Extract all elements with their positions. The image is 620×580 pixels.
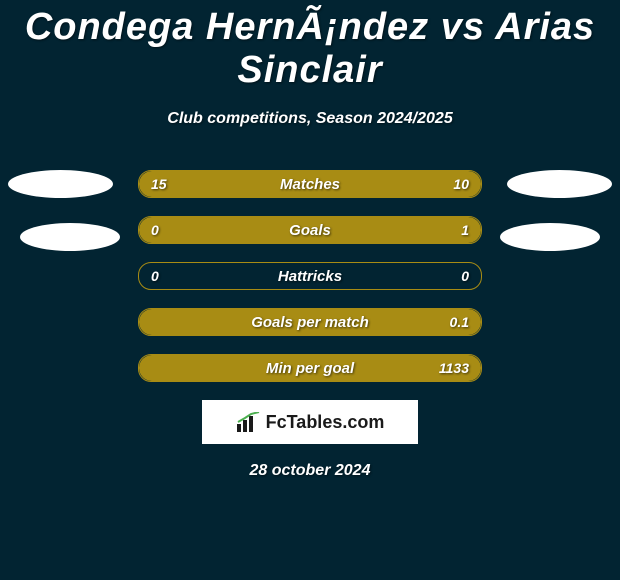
stat-bar-value-right: 0.1 (450, 309, 469, 335)
stat-bar-value-left: 0 (151, 263, 159, 289)
page-subtitle: Club competitions, Season 2024/2025 (0, 110, 620, 128)
stat-bar-value-left: 15 (151, 171, 167, 197)
stat-bar: Matches15 10 (138, 170, 482, 198)
stat-bar-value-right: 1133 (439, 355, 469, 381)
footer-brand: FcTables.com (236, 412, 385, 433)
footer-brand-text: FcTables.com (266, 412, 385, 433)
stat-bar: Hattricks0 0 (138, 262, 482, 290)
footer-brand-box: FcTables.com (202, 400, 418, 444)
player-left-photo-placeholder-2 (20, 223, 120, 251)
player-left-photo-placeholder-1 (8, 170, 113, 198)
player-right-photo-placeholder-1 (507, 170, 612, 198)
stat-bar-value-right: 1 (461, 217, 469, 243)
stat-bar-label: Matches (139, 171, 481, 197)
stat-bar: Min per goal1133 (138, 354, 482, 382)
stat-bar-value-right: 0 (461, 263, 469, 289)
date-line: 28 october 2024 (0, 462, 620, 480)
stat-bar-label: Goals per match (139, 309, 481, 335)
stat-bar: Goals per match0.1 (138, 308, 482, 336)
stat-bar-value-left: 0 (151, 217, 159, 243)
player-right-photo-placeholder-2 (500, 223, 600, 251)
stat-bar-label: Hattricks (139, 263, 481, 289)
stat-bar-label: Goals (139, 217, 481, 243)
chart-icon (236, 412, 262, 432)
stat-bar-label: Min per goal (139, 355, 481, 381)
stat-bar: Goals0 1 (138, 216, 482, 244)
page-title: Condega HernÃ¡ndez vs Arias Sinclair (0, 0, 620, 92)
stats-area: Matches1510Goals01Hattricks00Goals per m… (0, 170, 620, 382)
stat-bar-value-right: 10 (453, 171, 469, 197)
